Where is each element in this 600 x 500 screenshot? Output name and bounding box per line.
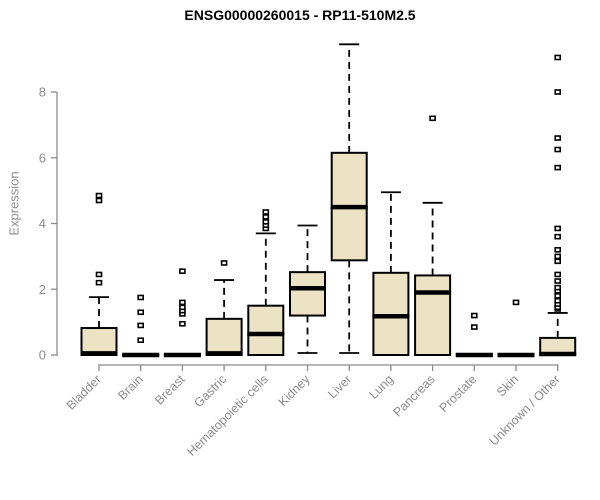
outlier-point bbox=[179, 304, 186, 311]
outlier-point bbox=[179, 268, 186, 274]
boxplot-box bbox=[122, 294, 160, 358]
iqr-box bbox=[414, 274, 452, 357]
x-category-label: Pancreas bbox=[390, 372, 437, 419]
boxplot-box bbox=[289, 224, 326, 354]
outlier-point bbox=[554, 293, 562, 299]
outlier-point bbox=[554, 164, 562, 171]
y-tick-label: 0 bbox=[39, 348, 46, 363]
x-category-label: Gastric bbox=[191, 372, 229, 410]
outlier-point bbox=[95, 192, 103, 199]
outlier-point bbox=[470, 324, 478, 330]
x-category-label: Prostate bbox=[437, 372, 480, 415]
outlier-point bbox=[554, 233, 562, 240]
outlier-point bbox=[262, 209, 270, 215]
outlier-point bbox=[554, 135, 562, 141]
boxplot-box bbox=[497, 299, 535, 358]
outlier-point bbox=[512, 299, 520, 306]
outlier-point bbox=[137, 294, 144, 301]
iqr-box bbox=[205, 317, 243, 356]
outlier-point bbox=[554, 225, 562, 232]
outlier-point bbox=[95, 197, 103, 204]
x-category-label: Bladder bbox=[64, 372, 104, 412]
x-category-label: Unknown / Other bbox=[487, 372, 563, 448]
outlier-point bbox=[95, 279, 103, 286]
outlier-point bbox=[137, 322, 144, 329]
outlier-point bbox=[554, 258, 562, 265]
outlier-point bbox=[262, 219, 270, 225]
y-tick-label: 4 bbox=[39, 216, 46, 231]
x-category-label: Hematopoietic cells bbox=[184, 372, 271, 459]
outlier-point bbox=[554, 284, 562, 291]
outlier-point bbox=[470, 312, 478, 319]
outlier-point bbox=[95, 271, 103, 278]
boxplot-box bbox=[80, 192, 118, 357]
outlier-point bbox=[554, 89, 562, 95]
outlier-point bbox=[554, 278, 562, 284]
boxplot-box bbox=[455, 312, 493, 358]
boxplot-box bbox=[247, 209, 285, 356]
x-category-label: Liver bbox=[325, 372, 354, 401]
outlier-point bbox=[179, 320, 186, 327]
y-tick-label: 6 bbox=[39, 150, 46, 165]
x-category-label: Breast bbox=[152, 372, 188, 408]
outlier-point bbox=[554, 297, 562, 304]
outlier-point bbox=[137, 337, 144, 344]
boxplot-box bbox=[539, 54, 577, 357]
outlier-point bbox=[220, 260, 228, 266]
chart-title: ENSG00000260015 - RP11-510M2.5 bbox=[184, 7, 416, 23]
x-category-label: Brain bbox=[115, 372, 146, 403]
iqr-box bbox=[289, 271, 326, 317]
outlier-point bbox=[554, 146, 562, 153]
x-category-label: Lung bbox=[366, 372, 396, 402]
outlier-point bbox=[429, 115, 436, 122]
iqr-box bbox=[247, 304, 285, 356]
outlier-point bbox=[554, 253, 562, 260]
outlier-point bbox=[137, 309, 144, 316]
boxplot-box bbox=[163, 268, 201, 358]
outlier-point bbox=[262, 214, 270, 220]
boxplot-box bbox=[372, 191, 410, 356]
outlier-point bbox=[179, 299, 186, 306]
y-tick-label: 8 bbox=[39, 85, 46, 100]
outlier-point bbox=[554, 271, 562, 278]
y-tick-label: 2 bbox=[39, 282, 46, 297]
boxplot-box bbox=[414, 115, 452, 357]
boxplot-box bbox=[205, 260, 243, 356]
x-category-label: Kidney bbox=[276, 372, 313, 409]
x-category-label: Skin bbox=[494, 372, 521, 399]
iqr-box bbox=[372, 271, 410, 356]
outlier-point bbox=[554, 54, 562, 61]
outlier-point bbox=[554, 247, 562, 253]
boxplot-box bbox=[330, 43, 368, 354]
iqr-box bbox=[80, 327, 118, 357]
